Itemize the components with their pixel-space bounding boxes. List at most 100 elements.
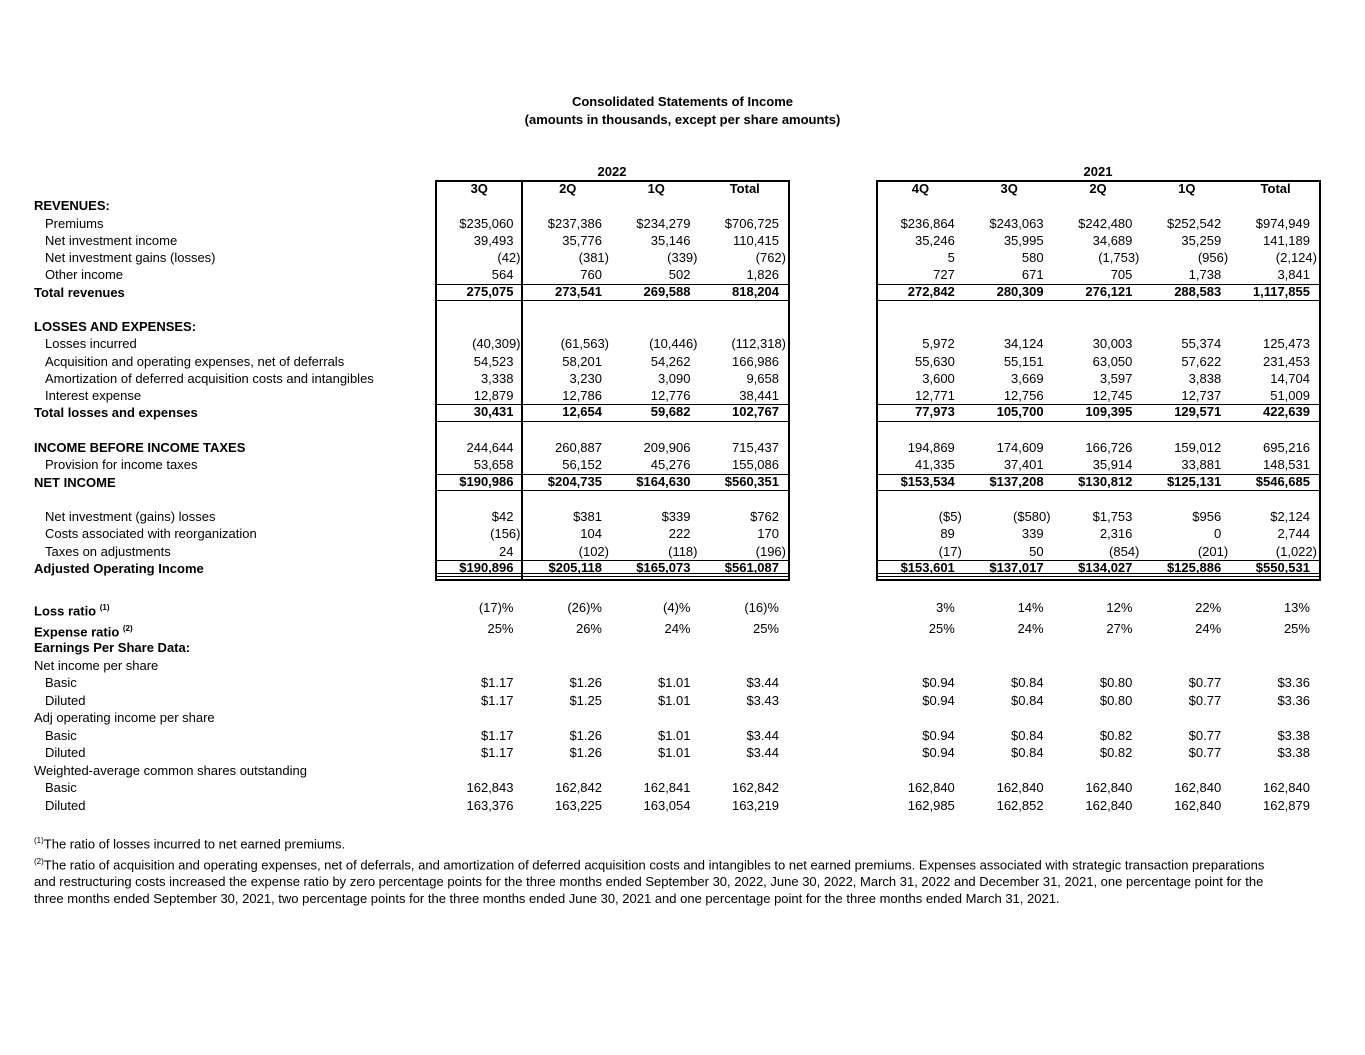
value-cell [965,709,1054,727]
column-header: 3Q [1000,181,1018,196]
value-cell [876,762,965,780]
value-cell: $381 [573,509,602,525]
value-cell: 163,219 [732,797,779,813]
value-cell [1231,422,1320,439]
value-cell: 26% [575,620,602,636]
row-label: Earnings Per Share Data: [34,639,190,657]
column-header-row: 3Q 2Q 1Q Total 4Q 3Q 2Q 1Q Total [0,180,1365,197]
values-v22: 3,338 3,230 3,090 9,658 [435,370,789,387]
value-cell: $134,027 [1053,559,1143,578]
table-row: Expense ratio (2) 25% 26% 24% 25% 25% 24% 27% 24… [0,619,1365,640]
value-cell [1142,762,1231,780]
footnote-ref: (1) [99,603,110,612]
values-v21: $0.94 $0.84 $0.82 $0.77 $3.38 [876,727,1320,745]
statement-subtitle: (amounts in thousands, except per share … [524,112,841,127]
values-v21: $153,534 $137,208 $130,812 $125,131 $546,685 [876,473,1320,491]
row-label-text: Basic [45,675,77,690]
value-cell [876,709,965,727]
value-cell: 13% [1283,600,1310,615]
values-v22 [435,197,789,214]
value-cell: 105,700 [964,404,1054,422]
value-cell [701,318,790,335]
value-cell: 35,259 [1181,232,1222,248]
value-cell: $42 [491,509,514,525]
values-v22: $190,896 $205,118 $165,073 $561,087 [435,559,789,578]
value-cell: (339) [667,250,698,266]
footnote-text: The ratio of losses incurred to net earn… [43,836,346,852]
values-v22: $1.17 $1.26 $1.01 $3.44 [435,744,789,762]
value-cell: 727 [933,267,955,283]
value-cell: 275,075 [435,283,524,301]
table-row: Adjusted Operating Income $190,896 $205,11… [0,559,1365,578]
value-cell [1231,762,1320,780]
value-cell: 1,826 [746,267,779,283]
value-cell: 3,230 [569,370,602,386]
value-cell [612,491,701,508]
value-cell: 24% [1195,620,1222,636]
row-label: Net income per share [34,657,158,675]
value-cell: 141,189 [1262,232,1310,248]
value-cell: 102,767 [700,404,789,422]
value-cell [1054,318,1143,335]
column-header: Total [729,181,760,196]
row-label: Adj operating income per share [34,709,215,727]
value-cell: 25% [752,620,779,636]
row-label-text: Weighted-average common shares outstandi… [34,762,307,778]
value-cell: 2,316 [1099,526,1133,542]
value-cell: 760 [580,267,602,283]
value-cell: $234,279 [636,215,691,231]
value-cell: $1.25 [569,692,602,708]
value-cell [1231,657,1320,675]
value-cell [612,301,701,318]
value-cell: 339 [1021,526,1044,542]
value-cell: $0.94 [922,745,955,760]
value-cell: 162,840 [907,780,955,795]
value-cell: 162,985 [907,797,955,813]
row-label: Net investment (gains) losses [45,508,216,525]
table-row: Total losses and expenses 30,431 12,654 59,… [0,404,1365,422]
values-v21: (17) 50 (854) (201) (1,022) [876,543,1320,560]
value-cell: $1.26 [569,675,602,690]
value-cell: 129,571 [1142,404,1232,422]
row-label-text: Acquisition and operating expenses, net … [45,353,345,369]
value-cell: $153,534 [876,473,965,491]
value-cell: $137,208 [964,473,1054,491]
value-cell: 280,309 [964,283,1054,301]
value-cell: 276,121 [1053,283,1143,301]
value-cell [876,639,965,657]
values-v22: 39,493 35,776 35,146 110,415 [435,232,789,249]
table-row: Other income 564 760 502 1,826 727 671 705 1,738… [0,266,1365,283]
value-cell: 34,689 [1092,232,1133,248]
values-v22: 275,075 273,541 269,588 818,204 [435,283,789,301]
value-cell: 222 [668,526,691,542]
value-cell: 148,531 [1262,457,1310,473]
value-cell: 502 [668,267,691,283]
value-cell [1054,491,1143,508]
values-v21 [876,639,1320,657]
value-cell: $1.17 [480,727,514,743]
value-cell [524,422,613,439]
row-label-text: Basic [45,727,77,743]
value-cell [612,709,701,727]
values-v21 [876,491,1320,508]
value-cell: (42) [497,250,521,266]
value-cell: $0.84 [1011,727,1044,743]
value-cell [524,639,613,657]
value-cell [435,639,524,657]
value-cell: 104 [580,526,602,542]
value-cell: $237,386 [547,215,602,231]
value-cell [612,762,701,780]
values-v21: 35,246 35,995 34,689 35,259 141,189 [876,232,1320,249]
value-cell: 55,630 [915,353,955,369]
value-cell: 170 [757,526,779,542]
values-v22 [435,301,789,318]
values-v21: 89 339 2,316 0 2,744 [876,525,1320,542]
value-cell: 163,376 [466,797,514,813]
column-header: 3Q [470,181,488,196]
row-label: Losses incurred [45,335,137,352]
value-cell: 30,431 [435,404,524,422]
values-v22: $190,986 $204,735 $164,630 $560,351 [435,473,789,491]
column-header: 1Q [647,181,665,196]
value-cell: 22% [1195,600,1222,615]
value-cell: 12% [1106,600,1133,615]
